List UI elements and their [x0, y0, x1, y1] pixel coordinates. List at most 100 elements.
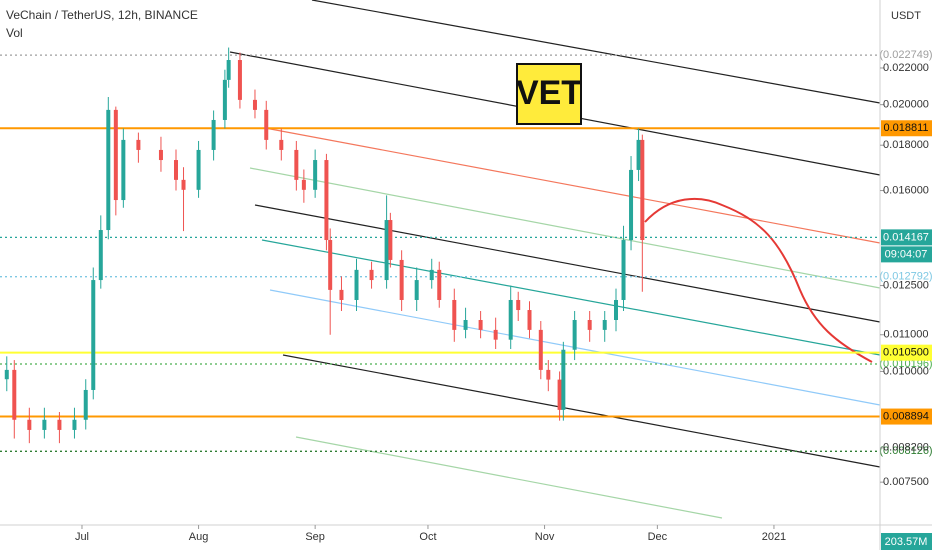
- candle-body: [264, 109, 269, 140]
- candle-body: [106, 109, 111, 231]
- candle-body: [252, 99, 257, 110]
- candle-body: [174, 160, 178, 180]
- x-tick-label: Dec: [648, 531, 668, 543]
- candle-body: [237, 60, 242, 100]
- candle-body: [42, 419, 47, 430]
- y-tick-label: 0.008200: [883, 442, 929, 454]
- trend-line: [264, 127, 881, 244]
- candle-body: [388, 220, 393, 260]
- candle-body: [640, 139, 645, 241]
- price-label: (0.012792): [879, 271, 932, 283]
- y-tick-label: 0.018000: [883, 139, 929, 151]
- candle-body: [91, 280, 96, 390]
- candle-body: [369, 269, 374, 281]
- candle-body: [4, 369, 9, 380]
- candle-body: [12, 369, 17, 420]
- candle-body: [136, 139, 141, 150]
- y-tick-label: 0.020000: [883, 99, 929, 111]
- price-label: 0.018811: [883, 122, 928, 134]
- countdown-box: [881, 246, 932, 263]
- candle-body: [437, 269, 442, 300]
- drawings: [229, 0, 881, 519]
- candle-body: [414, 280, 419, 300]
- candle-body: [83, 389, 88, 420]
- candle-body: [279, 139, 284, 150]
- levels: (0.022749) 0.018811 0.014167 09:04:07 (0.012…: [0, 49, 932, 457]
- x-tick-label: Nov: [535, 531, 555, 543]
- y-tick-label: 0.007500: [883, 476, 929, 488]
- candle-body: [478, 319, 483, 330]
- candle-body: [98, 230, 103, 281]
- candle-body: [508, 299, 513, 340]
- trend-line: [249, 167, 881, 289]
- candle-body: [538, 329, 543, 370]
- candle-body: [222, 79, 227, 120]
- candle-body: [452, 299, 457, 330]
- candle-body: [429, 269, 434, 281]
- price-label-box: [881, 229, 932, 246]
- price-label: 0.014167: [883, 231, 929, 243]
- candle-body: [614, 299, 618, 320]
- candle-body: [572, 319, 577, 350]
- candle-body: [211, 119, 216, 150]
- candle-body: [294, 149, 299, 180]
- y-tick-label: 0.012500: [883, 279, 929, 291]
- annotation-box: [516, 63, 582, 125]
- x-tick-label: Sep: [305, 531, 325, 543]
- candle-body: [636, 139, 641, 170]
- price-label: (0.008126): [879, 445, 932, 457]
- candle-body: [399, 259, 404, 300]
- x-tick-label: 2021: [762, 531, 786, 543]
- price-label: 0.010500: [883, 347, 929, 359]
- candle-body: [384, 220, 389, 281]
- candle-body: [181, 179, 186, 190]
- candle-body: [602, 319, 607, 330]
- countdown: 09:04:07: [885, 248, 928, 260]
- candle-body: [313, 160, 318, 190]
- chart-title: VeChain / TetherUS, 12h, BINANCE: [6, 8, 198, 22]
- candles: [4, 47, 645, 444]
- price-label-box: [881, 408, 932, 425]
- indicator-label: Vol: [6, 26, 23, 40]
- candle-body: [354, 269, 359, 300]
- trend-line: [282, 354, 881, 468]
- volume-label: 203.57M: [885, 536, 928, 548]
- x-tick-label: Aug: [189, 531, 209, 543]
- candle-body: [226, 60, 231, 80]
- axis-unit: USDT: [891, 10, 921, 22]
- candle-body: [121, 139, 126, 201]
- price-label: 0.008894: [883, 410, 929, 422]
- candle-body: [557, 379, 562, 410]
- candle-body: [328, 240, 333, 290]
- candle-body: [27, 419, 32, 430]
- price-label-box: [881, 120, 932, 137]
- volume-label-box: [881, 533, 932, 550]
- trend-line: [261, 239, 881, 356]
- candle-body: [546, 369, 551, 380]
- trend-line: [311, 0, 881, 104]
- candle-body: [463, 319, 468, 330]
- candle-body: [196, 149, 201, 190]
- candle-body: [516, 299, 521, 311]
- annotation: VET: [516, 74, 582, 112]
- candle-body: [301, 179, 306, 190]
- candle-body: [158, 149, 163, 161]
- candle-body: [72, 419, 77, 430]
- trend-line: [254, 204, 881, 323]
- y-tick-label: 0.022000: [883, 62, 929, 74]
- price-label: (0.022749): [879, 49, 932, 61]
- x-tick-label: Oct: [419, 531, 436, 543]
- price-label: (0.010196): [879, 358, 932, 370]
- x-tick-label: Jul: [75, 531, 89, 543]
- trend-line: [295, 436, 723, 519]
- y-tick-label: 0.011000: [883, 329, 928, 341]
- candle-body: [493, 329, 498, 340]
- y-tick-label: 0.010000: [883, 365, 929, 377]
- candle-body: [113, 109, 118, 201]
- y-tick-label: 0.016000: [883, 184, 929, 196]
- candle-body: [339, 289, 344, 300]
- candle-body: [324, 160, 329, 241]
- candle-body: [621, 240, 626, 300]
